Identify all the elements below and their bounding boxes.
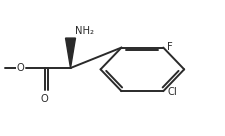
Text: Cl: Cl xyxy=(166,87,176,97)
Text: F: F xyxy=(166,42,172,52)
Text: NH₂: NH₂ xyxy=(74,26,93,36)
Polygon shape xyxy=(65,38,75,68)
Text: O: O xyxy=(16,63,24,73)
Text: O: O xyxy=(40,94,48,104)
